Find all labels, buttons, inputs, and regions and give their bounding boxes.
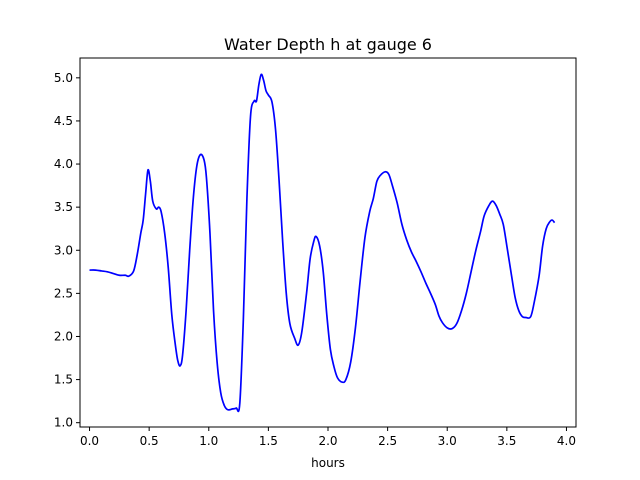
x-tick-label: 4.0 — [557, 434, 576, 448]
y-tick-label: 5.0 — [54, 71, 73, 85]
y-axis: 1.0 1.5 2.0 2.5 3.0 3.5 4.0 4.5 5.0 — [54, 71, 80, 430]
y-tick-label: 4.0 — [54, 157, 73, 171]
x-tick-label: 3.5 — [497, 434, 516, 448]
x-axis: 0.0 0.5 1.0 1.5 2.0 2.5 3.0 3.5 4.0 — [80, 427, 576, 448]
x-tick-label: 2.5 — [378, 434, 397, 448]
x-tick-label: 1.0 — [199, 434, 218, 448]
water-depth-line — [89, 73, 556, 413]
x-tick-label: 0.0 — [80, 434, 99, 448]
y-tick-label: 4.5 — [54, 114, 73, 128]
y-tick-label: 3.5 — [54, 200, 73, 214]
y-tick-label: 1.0 — [54, 416, 73, 430]
plot-area — [89, 73, 556, 413]
x-tick-label: 2.0 — [318, 434, 337, 448]
x-axis-label: hours — [311, 456, 345, 470]
x-tick-label: 0.5 — [140, 434, 159, 448]
plot-frame — [79, 57, 577, 428]
x-tick-label: 1.5 — [259, 434, 278, 448]
y-tick-label: 2.0 — [54, 329, 73, 343]
y-tick-label: 2.5 — [54, 286, 73, 300]
chart-title: Water Depth h at gauge 6 — [224, 35, 432, 54]
x-tick-label: 3.0 — [438, 434, 457, 448]
y-tick-label: 3.0 — [54, 243, 73, 257]
y-tick-label: 1.5 — [54, 373, 73, 387]
